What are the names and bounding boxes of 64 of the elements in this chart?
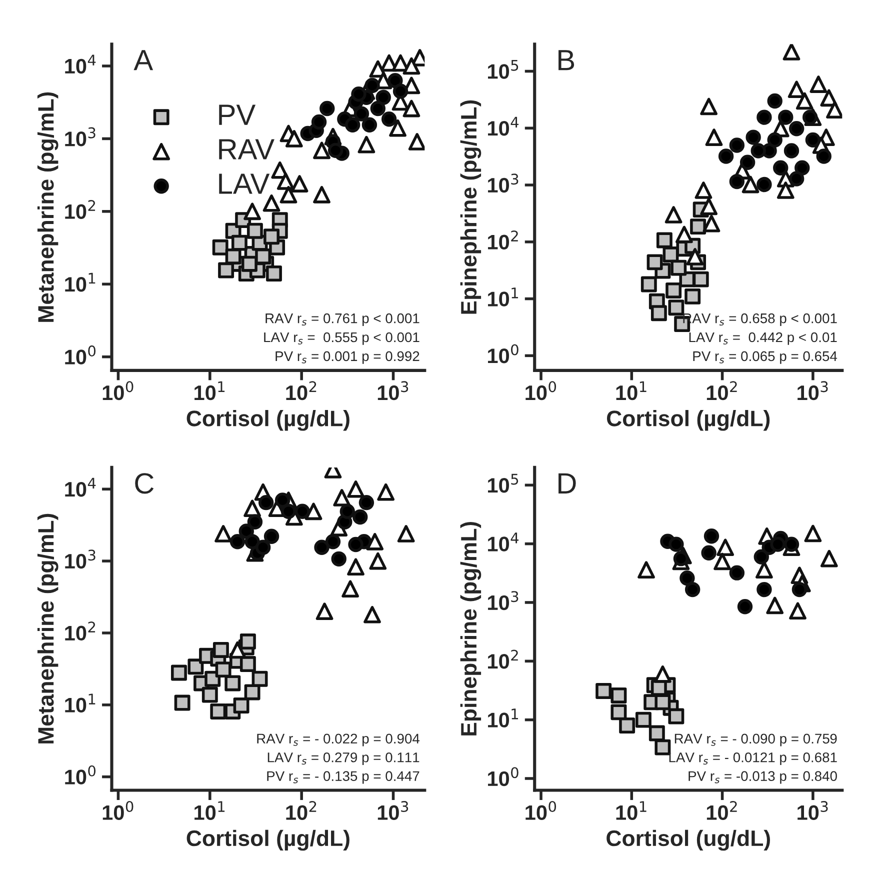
chart-title: A xyxy=(134,50,154,70)
y-tick-label: 10$^{5}$ xyxy=(488,474,518,493)
y-tick-label: 10$^{2}$ xyxy=(488,230,518,250)
y-axis-title: Epinephrine (pg/mL) xyxy=(460,100,482,314)
y-tick-label: 10$^{1}$ xyxy=(65,694,96,712)
x-tick-label: 10$^{3}$ xyxy=(378,800,408,820)
x-tick-label: 10$^{0}$ xyxy=(102,800,134,820)
x-tick-label: 10$^{1}$ xyxy=(194,801,225,820)
y-tick-label: 10$^{1}$ xyxy=(488,288,518,306)
x-tick-label: 10$^{0}$ xyxy=(526,800,556,820)
y-tick-label: 10$^{0}$ xyxy=(65,765,96,784)
x-axis-title: Cortisol (ug/dL) xyxy=(606,830,770,851)
x-tick-label: 10$^{1}$ xyxy=(616,801,646,820)
x-tick-label: 10$^{2}$ xyxy=(706,381,737,400)
y-axis-title: Epinephrine (pg/mL) xyxy=(460,522,482,736)
x-tick-label: 10$^{1}$ xyxy=(616,381,646,400)
y-tick-label: 10$^{3}$ xyxy=(65,127,96,146)
y-tick-label: 10$^{4}$ xyxy=(65,54,96,74)
x-tick-label: 10$^{2}$ xyxy=(706,800,737,820)
annotation: RAV r$_{s}$ = - 0.090 p = 0.759 xyxy=(674,734,837,746)
annotation: PV r$_{s}$ = 0.065 p = 0.654 xyxy=(693,351,838,364)
annotation: PV r$_{s}$ = - 0.135 p = 0.447 xyxy=(267,771,420,784)
y-axis-title: Metanephrine (pg/mL) xyxy=(37,92,58,322)
chart-title: B xyxy=(558,50,574,70)
y-tick-label: 10$^{0}$ xyxy=(488,767,518,786)
y-tick-label: 10$^{0}$ xyxy=(488,344,518,364)
chart-title: D xyxy=(558,473,576,494)
y-tick-label: 10$^{2}$ xyxy=(488,650,518,669)
y-tick-label: 10$^{2}$ xyxy=(65,622,96,641)
y-tick-label: 10$^{3}$ xyxy=(488,174,518,193)
annotation: PV r$_{s}$ = -0.013 p = 0.840 xyxy=(688,771,837,784)
annotation: LAV r$_{s}$ = 0.555 p < 0.001 xyxy=(264,332,420,345)
y-tick-label: 10$^{4}$ xyxy=(488,532,519,552)
x-axis-title: Cortisol (µg/dL) xyxy=(186,410,350,431)
annotation: LAV r$_{s}$ = 0.279 p = 0.111 xyxy=(268,752,420,766)
y-tick-label: 10$^{0}$ xyxy=(65,345,96,364)
chart-title: C xyxy=(135,473,154,494)
y-axis-title: Metanephrine (pg/mL) xyxy=(37,514,58,744)
x-tick-label: 10$^{0}$ xyxy=(526,381,556,400)
x-tick-label: 10$^{0}$ xyxy=(102,381,134,400)
legend-label: RAV xyxy=(219,139,274,160)
y-tick-label: 10$^{1}$ xyxy=(488,708,518,728)
x-tick-label: 10$^{3}$ xyxy=(798,800,828,820)
y-tick-label: 10$^{5}$ xyxy=(488,60,518,79)
annotation: LAV r$_{s}$ = 0.442 p < 0.01 xyxy=(689,332,837,345)
annotation: LAV r$_{s}$ = - 0.0121 p = 0.681 xyxy=(669,752,837,766)
y-tick-label: 10$^{3}$ xyxy=(65,550,96,569)
x-axis-title: Cortisol (µg/dL) xyxy=(186,830,350,851)
x-tick-label: 10$^{1}$ xyxy=(194,381,225,400)
annotation: RAV r$_{s}$ = 0.761 p < 0.001 xyxy=(266,313,420,326)
y-tick-label: 10$^{1}$ xyxy=(65,272,96,292)
x-tick-label: 10$^{3}$ xyxy=(798,381,828,400)
y-tick-label: 10$^{2}$ xyxy=(65,200,96,220)
annotation: PV r$_{s}$ = 0.001 p = 0.992 xyxy=(276,351,420,364)
legend-label: LAV xyxy=(219,174,270,194)
legend-label: PV xyxy=(219,104,256,125)
x-axis-title: Cortisol (µg/dL) xyxy=(606,410,770,431)
y-tick-label: 10$^{4}$ xyxy=(488,116,519,136)
y-tick-label: 10$^{3}$ xyxy=(488,591,518,610)
x-tick-label: 10$^{2}$ xyxy=(286,800,316,820)
y-tick-label: 10$^{4}$ xyxy=(65,478,96,497)
x-tick-label: 10$^{3}$ xyxy=(378,381,408,400)
annotation: RAV r$_{s}$ = - 0.022 p = 0.904 xyxy=(257,734,420,746)
x-tick-label: 10$^{2}$ xyxy=(286,381,316,400)
